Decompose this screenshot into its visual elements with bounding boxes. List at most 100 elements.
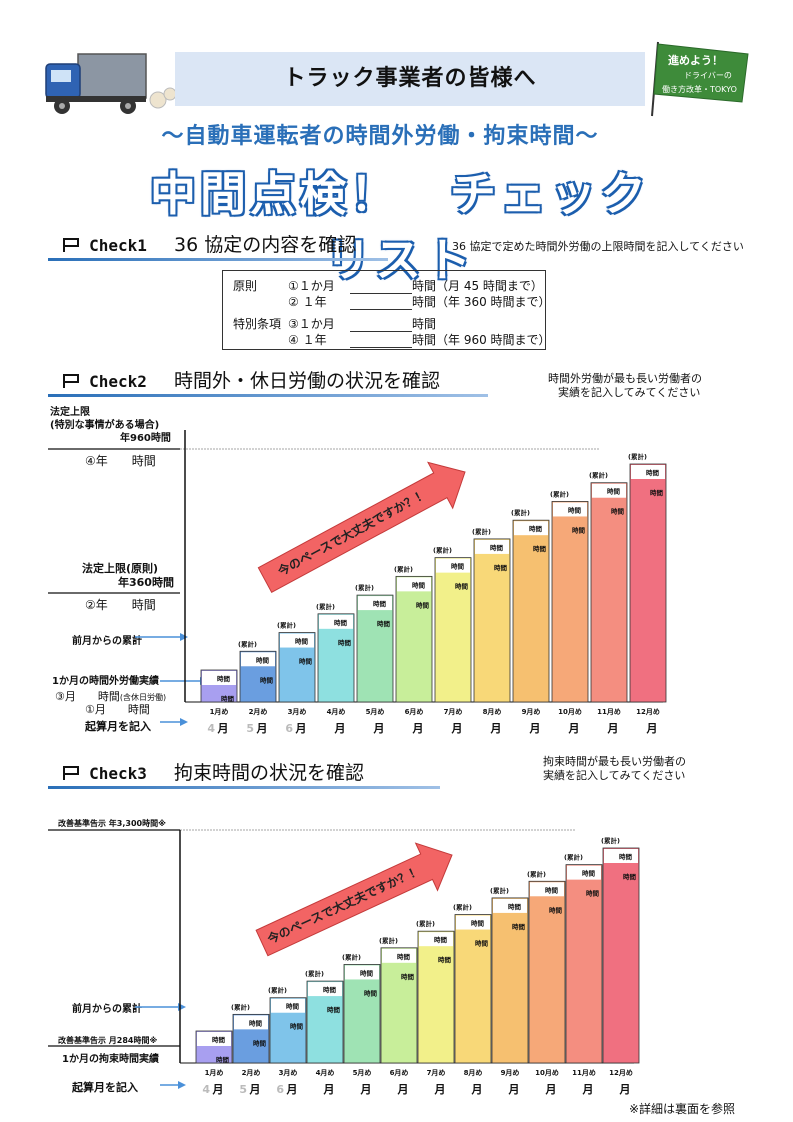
x-tick-12: 12月め [609, 1069, 633, 1077]
cum-hours-10: 時間 [545, 885, 559, 894]
cum-hours-6: 時間 [397, 952, 411, 961]
x-tick-5: 5月め [353, 1069, 372, 1077]
flag-text-3: 働き方改革・TOKYO [662, 84, 737, 94]
bar-cap-11 [567, 865, 601, 880]
month-label-10: 月 [545, 1083, 557, 1096]
month-hours-10: 時間 [572, 525, 586, 534]
month-label-8: 月 [471, 1083, 483, 1096]
flag-icon [62, 765, 80, 785]
month-label-1: 月 [212, 1083, 224, 1096]
month-hours-7: 時間 [455, 582, 469, 591]
start-pointer-head-3 [178, 1081, 186, 1089]
cum-label-11: (累計) [564, 853, 583, 862]
limit-month-label: 改善基準告示 月284時間※ [58, 1036, 158, 1045]
bar-cap-4 [319, 614, 353, 629]
start-month-num-3: 6 [285, 722, 293, 735]
x-tick-10: 10月め [535, 1069, 559, 1077]
start-month-num-1: 4 [202, 1083, 210, 1096]
month-hours-9: 時間 [512, 922, 526, 931]
limit-year-label: 改善基準告示 年3,300時間※ [58, 819, 166, 828]
cumulative-pointer-head [180, 633, 188, 641]
x-tick-4: 4月め [316, 1069, 335, 1077]
check2-underline [48, 394, 488, 397]
cumulative-label-3: 前月からの累計 [72, 1004, 142, 1015]
month-label-10: 月 [568, 722, 580, 735]
cum-label-2: (累計) [238, 639, 257, 648]
start-month-num-1: 4 [207, 722, 215, 735]
cum-hours-2: 時間 [249, 1018, 263, 1027]
cum-hours-9: 時間 [508, 902, 522, 911]
cum-label-7: (累計) [433, 546, 452, 555]
start-pointer-head [180, 718, 188, 726]
bar-cap-1 [197, 1032, 231, 1046]
month-hours-10: 時間 [549, 905, 563, 914]
input-blank-4[interactable] [350, 335, 412, 348]
limit-special-label: 法定上限 (特別な事情がある場合) 年960時間 [50, 407, 171, 444]
monthly-label: 1か月の時間外労働実績 [52, 676, 159, 687]
month-label-8: 月 [490, 722, 502, 735]
cum-label-3: (累計) [268, 986, 287, 995]
month-hours-3: 時間 [299, 657, 313, 666]
bar-cap-1 [202, 671, 236, 685]
bar-5 [343, 964, 381, 1064]
check2-note: 時間外労働が最も長い労働者の 実績を記入してみてください [548, 372, 702, 399]
input-blank-1[interactable] [350, 281, 412, 294]
flag-text-2: ドライバーの [684, 71, 732, 80]
x-tick-9: 9月め [501, 1069, 520, 1077]
input-blank-3[interactable] [350, 319, 412, 332]
flag-text-1: 進めよう！ [668, 53, 723, 67]
check1-row-4: ④ １年 時間（年 960 時間まで） [288, 333, 551, 348]
start-month-label-3: 起算月を記入 [72, 1081, 138, 1094]
bar-cap-12 [631, 465, 665, 479]
month-label-11: 月 [607, 722, 619, 735]
start-month-num-3: 6 [276, 1083, 284, 1096]
footer-note: ※詳細は裏面を参照 [628, 1102, 735, 1116]
cum-label-5: (累計) [342, 952, 361, 961]
cum-hours-5: 時間 [373, 599, 387, 608]
month-hours-12: 時間 [623, 872, 637, 881]
trend-arrow [257, 461, 466, 593]
cum-label-9: (累計) [511, 508, 530, 517]
row3-label: ③月 時間(含休日労働) [55, 690, 167, 703]
cum-hours-11: 時間 [582, 869, 596, 878]
month-hours-7: 時間 [438, 955, 452, 964]
cum-hours-2: 時間 [256, 655, 270, 664]
subtitle: ～自動車運転者の時間外労働・拘束時間～ [161, 124, 599, 149]
cum-label-2: (累計) [231, 1002, 250, 1011]
bar-cap-12 [604, 849, 638, 863]
month-hours-5: 時間 [364, 988, 378, 997]
cum-hours-4: 時間 [334, 618, 348, 627]
month-hours-3: 時間 [290, 1022, 304, 1031]
banner-background [175, 52, 645, 106]
bar-9 [491, 897, 529, 1064]
x-tick-4: 4月め [327, 708, 346, 716]
bar-cap-9 [514, 521, 548, 536]
flag-logo: 進めよう！ ドライバーの 働き方改革・TOKYO [650, 40, 750, 118]
x-tick-11: 11月め [597, 708, 621, 716]
month-hours-2: 時間 [253, 1038, 267, 1047]
bar-11 [565, 864, 603, 1064]
x-tick-12: 12月め [636, 708, 660, 716]
input-blank-2[interactable] [350, 297, 412, 310]
x-tick-7: 7月め [444, 708, 463, 716]
cum-label-9: (累計) [490, 886, 509, 895]
cum-label-12: (累計) [628, 452, 647, 461]
x-tick-1: 1月め [210, 708, 229, 716]
cum-hours-6: 時間 [412, 580, 426, 589]
bar-6 [395, 575, 433, 703]
check3-title: 拘束時間の状況を確認 [173, 762, 364, 784]
check1-label: Check1 [89, 236, 147, 255]
month-hours-12: 時間 [650, 488, 664, 497]
month-hours-6: 時間 [416, 600, 430, 609]
bar-cap-5 [358, 596, 392, 611]
start-month-label: 起算月を記入 [85, 720, 151, 733]
check1-header: Check1 36 協定の内容を確認 [62, 230, 392, 257]
bar-10 [551, 501, 589, 703]
cum-hours-7: 時間 [434, 935, 448, 944]
banner-title: トラック事業者の皆様へ [283, 66, 537, 91]
x-tick-2: 2月め [242, 1069, 261, 1077]
x-tick-6: 6月め [405, 708, 424, 716]
check1-row-1: 原則 ①１か月 時間（月 45 時間まで） [233, 279, 543, 294]
month-label-2: 月 [249, 1083, 261, 1096]
